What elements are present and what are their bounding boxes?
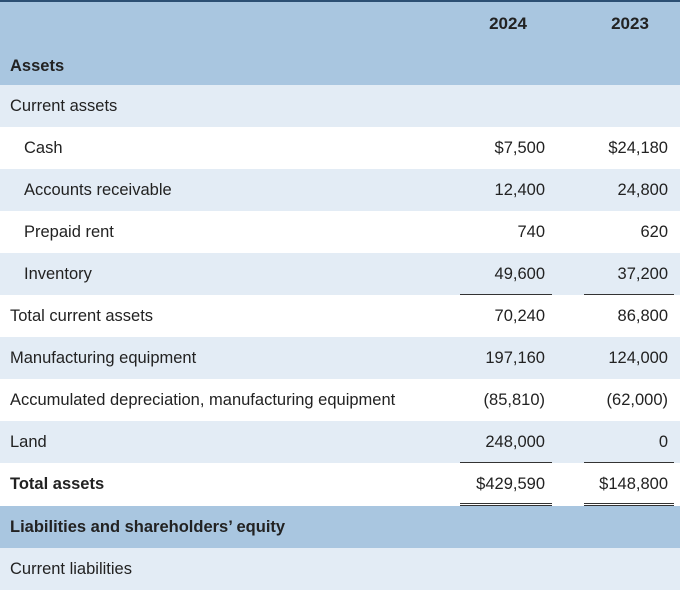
column-header-2024: 2024	[489, 14, 527, 33]
row-label: Current assets	[10, 97, 118, 115]
table-row-total-current-assets: Total current assets 70,240 86,800	[0, 295, 680, 337]
value-2024: 248,000	[485, 433, 545, 451]
table-row-cash: Cash $7,500 $24,180	[0, 127, 680, 169]
value-2023: $148,800	[599, 475, 668, 493]
row-label: Accounts receivable	[24, 181, 172, 199]
value-2024: (85,810)	[483, 391, 545, 409]
table-row-accumulated-depreciation: Accumulated depreciation, manufacturing …	[0, 379, 680, 421]
row-label: Inventory	[24, 265, 92, 283]
column-header-2023: 2023	[611, 14, 649, 33]
row-label: Liabilities and shareholders’ equity	[10, 518, 286, 536]
total-underline-2023	[584, 462, 674, 463]
double-underline-2023	[584, 503, 674, 506]
value-2024: 740	[517, 223, 545, 241]
section-current-assets: Current assets	[0, 85, 680, 127]
section-assets: Assets	[10, 57, 65, 75]
row-label: Cash	[24, 139, 63, 157]
table-row-land: Land 248,000 0	[0, 421, 680, 463]
value-2023: 37,200	[617, 265, 668, 283]
row-label: Current liabilities	[10, 560, 132, 578]
table-row-prepaid-rent: Prepaid rent 740 620	[0, 211, 680, 253]
value-2023: (62,000)	[606, 391, 668, 409]
table-header: 2024 2023 Assets	[0, 0, 680, 85]
value-2023: 24,800	[617, 181, 668, 199]
subtotal-underline-2023	[584, 294, 674, 295]
row-label: Total assets	[10, 475, 105, 493]
value-2024: $7,500	[494, 139, 545, 157]
value-2024: 70,240	[494, 307, 545, 325]
table-row-accounts-receivable: Accounts receivable 12,400 24,800	[0, 169, 680, 211]
row-label: Total current assets	[10, 307, 154, 325]
row-label: Prepaid rent	[24, 223, 114, 241]
table-row-total-assets: Total assets $429,590 $148,800	[0, 463, 680, 505]
value-2024: $429,590	[476, 475, 545, 493]
section-current-liabilities: Current liabilities	[0, 548, 680, 590]
value-2024: 197,160	[485, 349, 545, 367]
row-label: Land	[10, 433, 47, 451]
table-row-manufacturing-equipment: Manufacturing equipment 197,160 124,000	[0, 337, 680, 379]
subtotal-underline-2024	[460, 294, 552, 295]
double-underline-2024	[460, 503, 552, 506]
value-2023: 86,800	[617, 307, 668, 325]
value-2024: 49,600	[494, 265, 545, 283]
row-label: Accumulated depreciation, manufacturing …	[10, 391, 396, 409]
row-label: Manufacturing equipment	[10, 349, 197, 367]
value-2023: 620	[640, 223, 668, 241]
balance-sheet-table: 2024 2023 Assets Current assets Cash $7,…	[0, 0, 680, 590]
table-row-inventory: Inventory 49,600 37,200	[0, 253, 680, 295]
section-liabilities-equity: Liabilities and shareholders’ equity	[0, 506, 680, 548]
value-2023: 124,000	[608, 349, 668, 367]
value-2023: $24,180	[608, 139, 668, 157]
value-2024: 12,400	[494, 181, 545, 199]
total-underline-2024	[460, 462, 552, 463]
value-2023: 0	[658, 433, 668, 451]
